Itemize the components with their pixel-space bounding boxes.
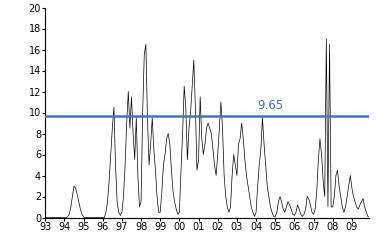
Text: 9.65: 9.65 — [257, 99, 284, 112]
